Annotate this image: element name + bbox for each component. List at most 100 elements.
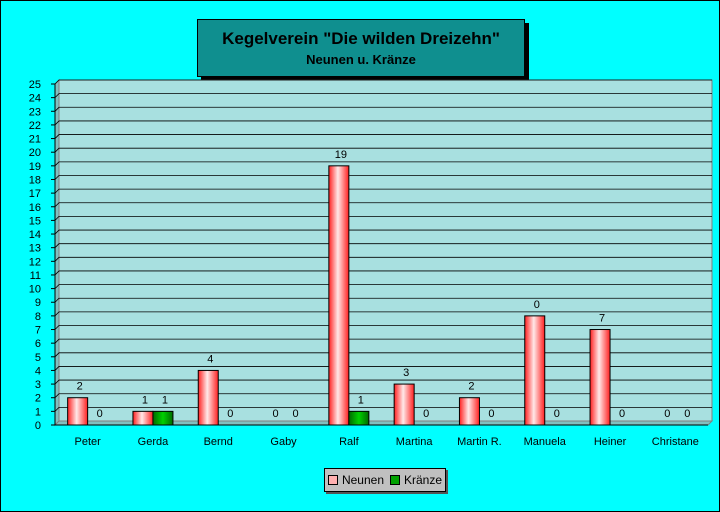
chart-title: Kegelverein "Die wilden Dreizehn" [222,29,500,48]
title-box: Kegelverein "Die wilden Dreizehn" Neunen… [197,19,525,77]
y-tick-label: 18 [29,174,41,186]
data-label: 1 [162,394,168,406]
data-label: 2 [77,381,83,393]
data-label: 0 [534,299,540,311]
bar-neunen [132,410,154,426]
legend-label-kraenze: Kränze [404,473,443,487]
data-label: 19 [335,149,347,161]
y-tick-label: 12 [29,256,41,268]
data-label: 3 [403,367,409,379]
y-tick-label: 1 [35,406,41,418]
gridline [54,147,712,153]
y-tick-label: 25 [29,79,41,91]
plot-area: 0123456789101112131415161718192021222324… [29,78,714,448]
legend-label-neunen: Neunen [341,473,384,487]
data-label: 0 [554,408,560,420]
y-tick-label: 2 [35,393,41,405]
gridline [54,243,712,248]
data-label: 0 [664,408,670,420]
x-tick-label: Ralf [339,436,360,448]
y-tick-label: 20 [29,147,41,159]
gridline [54,338,712,344]
y-tick-label: 22 [29,120,41,132]
y-tick-label: 11 [30,270,41,282]
bar-krnze [348,410,370,426]
x-tick-label: Bernd [204,436,233,448]
y-tick-label: 16 [29,202,41,214]
y-tick-label: 8 [35,311,41,323]
x-tick-label: Manuela [524,436,567,448]
y-tick-label: 6 [35,338,41,350]
bar-neunen [589,329,611,426]
y-tick-label: 13 [29,243,41,255]
gridline [54,93,712,98]
data-label: 7 [599,313,605,325]
data-label: 1 [358,394,364,406]
data-label: 0 [423,408,429,420]
gridline [54,161,712,167]
x-tick-label: Martina [396,436,434,448]
gridline [54,256,712,262]
bar-neunen [524,315,546,426]
bar-krnze [152,410,174,426]
x-tick-label: Heiner [594,436,627,448]
plot-background [58,79,713,422]
data-label: 4 [207,353,213,365]
data-label: 1 [142,394,148,406]
gridline [54,325,712,330]
data-label: 0 [97,408,103,420]
x-tick-label: Gerda [138,436,169,448]
gridline [54,284,712,289]
x-tick-label: Gaby [270,436,297,448]
bar-neunen [458,397,480,426]
data-label: 2 [468,381,474,393]
gridline [54,120,712,126]
bar-neunen [197,369,219,426]
gridline [54,229,712,235]
gridline [54,134,712,139]
y-tick-label: 19 [29,161,41,173]
gridline [54,297,712,303]
y-tick-label: 3 [35,379,41,391]
gridline [54,270,712,276]
plot-side-wall [54,78,60,427]
bar-neunen [393,383,415,426]
x-tick-label: Peter [75,436,102,448]
y-tick-label: 0 [35,420,41,432]
y-tick-label: 10 [29,284,41,296]
gridline [54,393,712,399]
data-label: 0 [292,408,298,420]
legend: Neunen Kränze [324,468,446,492]
gridline [54,352,712,358]
legend-swatch-neunen [327,475,338,485]
y-tick-label: 24 [29,93,41,105]
y-tick-label: 9 [35,297,41,309]
bar-neunen [67,397,89,426]
gridline [54,106,712,112]
data-label: 0 [227,408,233,420]
data-label: 0 [272,408,278,420]
y-tick-label: 23 [29,106,41,118]
gridline [54,379,712,385]
y-tick-label: 7 [35,325,41,337]
gridline [54,175,712,180]
y-tick-label: 21 [29,134,41,146]
data-label: 0 [619,408,625,420]
legend-swatch-kraenze [390,475,400,485]
x-tick-label: Martin R. [457,436,502,448]
y-tick-label: 15 [29,215,41,227]
y-tick-label: 4 [35,365,41,377]
x-tick-label: Christane [652,436,699,448]
bar-neunen [328,165,350,426]
gridline [54,406,712,412]
gridline [54,202,712,208]
gridline [54,366,712,371]
y-tick-label: 14 [29,229,41,241]
chart-subtitle: Neunen u. Kränze [306,52,416,67]
gridline [54,215,712,221]
data-label: 0 [684,408,690,420]
data-label: 0 [488,408,494,420]
y-tick-label: 5 [35,352,41,364]
gridline [54,311,712,317]
